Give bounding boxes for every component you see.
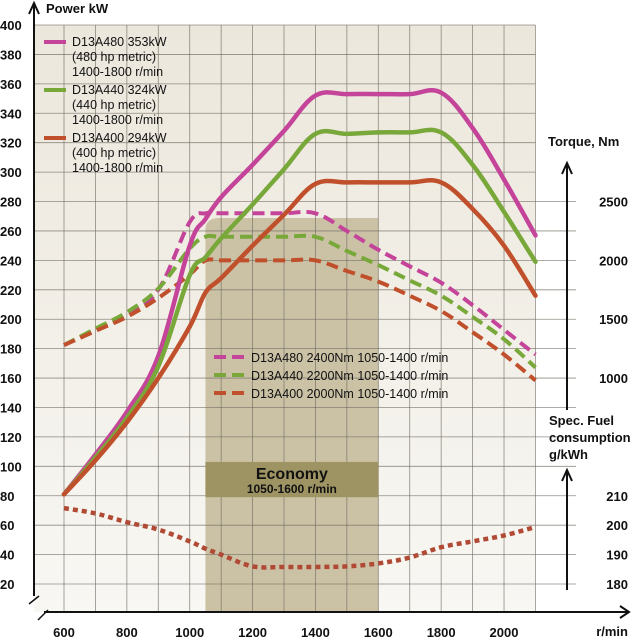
x-tick-label: 600 <box>53 625 75 640</box>
x-tick-label: 1000 <box>175 625 204 640</box>
power-tick-label: 20 <box>0 577 14 592</box>
series-fuel-spec-fuel-consumption <box>63 505 537 570</box>
series-power-d13a440-324kw <box>61 127 538 497</box>
x-tick-label: 2000 <box>490 625 519 640</box>
legend-torque-text: D13A480 2400Nm 1050-1400 r/min <box>251 351 448 365</box>
torque-tick-label: 2000 <box>599 253 628 268</box>
legend-power-text: D13A480 353kW <box>72 35 167 49</box>
fuel-tick-label: 190 <box>606 548 628 563</box>
x-tick-label: 1400 <box>301 625 330 640</box>
legend-power-text: D13A440 324kW <box>72 83 167 97</box>
x-tick-label: 1800 <box>427 625 456 640</box>
x-tick-label: 1200 <box>238 625 267 640</box>
power-tick-label: 200 <box>0 312 22 327</box>
legend-power-text: D13A400 294kW <box>72 131 167 145</box>
x-tick-label: 800 <box>116 625 138 640</box>
axes <box>28 0 631 621</box>
series-power-d13a480-353kw <box>61 88 538 497</box>
x-axis-break <box>37 609 49 621</box>
power-axis-arrow <box>28 0 40 15</box>
x-tick-label: 1600 <box>364 625 393 640</box>
power-axis-title: Power kW <box>46 1 109 16</box>
economy-band <box>205 218 379 612</box>
power-tick-label: 80 <box>0 489 14 504</box>
power-tick-label: 260 <box>0 224 22 239</box>
power-tick-label: 120 <box>0 430 22 445</box>
legend-torque-text: D13A440 2200Nm 1050-1400 r/min <box>251 369 448 383</box>
fuel-axis-arrow <box>561 467 573 482</box>
power-tick-label: 60 <box>0 518 14 533</box>
power-tick-label: 40 <box>0 548 14 563</box>
series-lines <box>61 88 538 570</box>
power-axis-break <box>28 595 40 605</box>
series-torque-d13a480-2400nm <box>63 209 537 357</box>
legend-power-text: (480 hp metric) <box>72 50 156 64</box>
fuel-tick-label: 210 <box>606 489 628 504</box>
legend-power-text: 1400-1800 r/min <box>72 65 163 79</box>
power-tick-label: 360 <box>0 77 22 92</box>
power-tick-label: 300 <box>0 165 22 180</box>
legend-torque-text: D13A400 2000Nm 1050-1400 r/min <box>251 387 448 401</box>
legend-power-text: 1400-1800 r/min <box>72 113 163 127</box>
fuel-tick-label: 200 <box>606 518 628 533</box>
power-tick-label: 160 <box>0 371 22 386</box>
economy-subtitle: 1050-1600 r/min <box>247 482 337 496</box>
legend-power-text: 1400-1800 r/min <box>72 161 163 175</box>
fuel-axis-title-line: g/kWh <box>549 447 588 462</box>
torque-axis-title: Torque, Nm <box>548 134 619 149</box>
x-axis-arrow <box>619 605 631 619</box>
series-torque-d13a440-2200nm <box>63 233 537 369</box>
power-tick-label: 140 <box>0 400 22 415</box>
economy-title: Economy <box>256 466 328 483</box>
power-tick-label: 340 <box>0 106 22 121</box>
torque-tick-label: 1500 <box>599 312 628 327</box>
power-tick-label: 320 <box>0 136 22 151</box>
fuel-tick-label: 180 <box>606 577 628 592</box>
torque-tick-label: 1000 <box>599 371 628 386</box>
series-torque-d13a400-2000nm <box>63 257 537 382</box>
power-tick-label: 280 <box>0 195 22 210</box>
power-tick-label: 100 <box>0 459 22 474</box>
legend-power-text: (440 hp metric) <box>72 98 156 112</box>
power-tick-label: 220 <box>0 283 22 298</box>
torque-tick-label: 2500 <box>599 195 628 210</box>
torque-axis-arrow <box>561 160 573 175</box>
series-power-d13a400-294kw <box>61 178 538 497</box>
power-tick-label: 240 <box>0 253 22 268</box>
legend-power-text: (400 hp metric) <box>72 146 156 160</box>
fuel-axis-title-line: consumption <box>549 430 631 445</box>
fuel-axis-title-line: Spec. Fuel <box>549 413 614 428</box>
grid <box>34 24 576 612</box>
economy-label-box <box>205 461 379 498</box>
power-tick-label: 180 <box>0 342 22 357</box>
power-tick-label: 380 <box>0 47 22 62</box>
x-axis-title: r/min <box>596 624 628 639</box>
power-tick-label: 400 <box>0 18 22 33</box>
